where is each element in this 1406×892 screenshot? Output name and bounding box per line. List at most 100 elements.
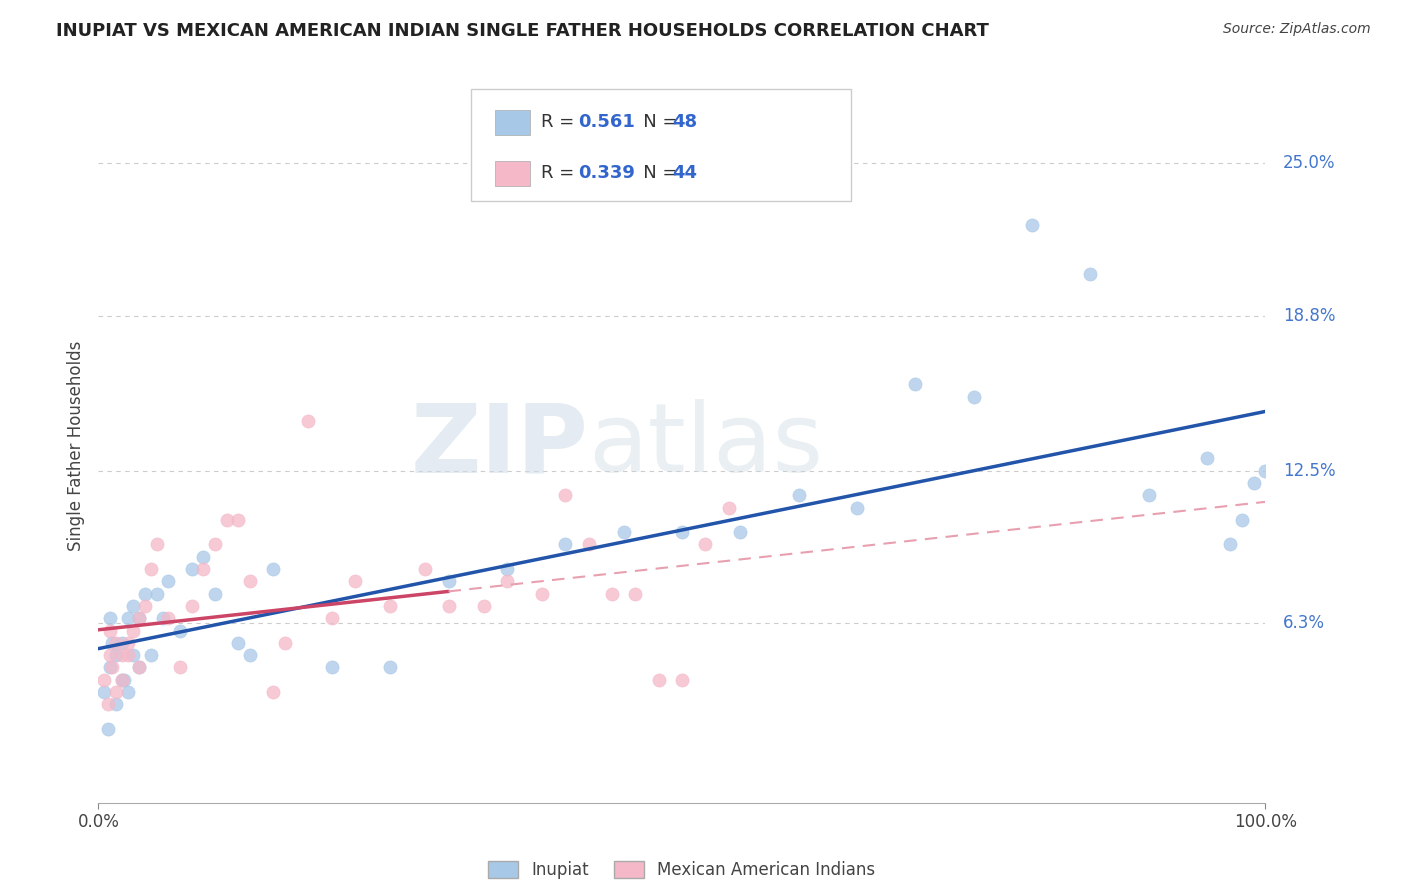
Point xyxy=(787,488,810,502)
Text: 0.561: 0.561 xyxy=(578,113,634,131)
Point xyxy=(101,660,124,674)
Point xyxy=(1243,475,1265,490)
Point xyxy=(134,587,156,601)
Point xyxy=(193,549,215,564)
Text: R =: R = xyxy=(541,164,581,182)
Point xyxy=(297,414,319,428)
Text: atlas: atlas xyxy=(589,400,824,492)
Point xyxy=(157,611,180,625)
Point xyxy=(104,636,127,650)
Text: 18.8%: 18.8% xyxy=(1282,307,1336,325)
Point xyxy=(215,513,238,527)
Text: 12.5%: 12.5% xyxy=(1282,461,1336,480)
Point xyxy=(437,574,460,589)
Point xyxy=(157,574,180,589)
Point xyxy=(169,660,191,674)
Point xyxy=(612,525,634,540)
Point xyxy=(104,648,127,662)
Point xyxy=(111,648,134,662)
Point xyxy=(104,685,127,699)
Point xyxy=(962,390,984,404)
Point xyxy=(139,562,162,576)
Point xyxy=(1254,464,1277,478)
Point xyxy=(117,685,139,699)
Text: INUPIAT VS MEXICAN AMERICAN INDIAN SINGLE FATHER HOUSEHOLDS CORRELATION CHART: INUPIAT VS MEXICAN AMERICAN INDIAN SINGL… xyxy=(56,22,988,40)
Point xyxy=(1197,451,1219,466)
Point xyxy=(228,636,250,650)
Point xyxy=(695,537,717,551)
Point xyxy=(117,636,139,650)
Point xyxy=(1080,267,1102,281)
Point xyxy=(98,660,121,674)
Point xyxy=(180,599,202,613)
Point xyxy=(321,611,343,625)
Text: 0.339: 0.339 xyxy=(578,164,634,182)
Point xyxy=(139,648,162,662)
Point xyxy=(437,599,460,613)
Point xyxy=(93,685,115,699)
Point xyxy=(472,599,495,613)
Point xyxy=(204,537,226,551)
Point xyxy=(239,648,262,662)
Point xyxy=(111,673,134,687)
Point xyxy=(647,673,669,687)
Point xyxy=(101,636,124,650)
Point xyxy=(122,624,145,638)
Text: 25.0%: 25.0% xyxy=(1282,154,1336,172)
Point xyxy=(169,624,191,638)
Point xyxy=(128,611,150,625)
Y-axis label: Single Father Households: Single Father Households xyxy=(66,341,84,551)
Point xyxy=(146,587,169,601)
Text: 48: 48 xyxy=(672,113,697,131)
Point xyxy=(671,673,693,687)
Point xyxy=(134,599,156,613)
Point xyxy=(98,624,121,638)
Point xyxy=(97,698,120,712)
Point xyxy=(600,587,623,601)
Point xyxy=(146,537,169,551)
Point xyxy=(717,500,740,515)
Point xyxy=(380,599,402,613)
Point xyxy=(1219,537,1241,551)
Point xyxy=(262,685,284,699)
Point xyxy=(193,562,215,576)
Point xyxy=(1230,513,1253,527)
Point xyxy=(122,648,145,662)
Point xyxy=(117,648,139,662)
Point xyxy=(152,611,174,625)
Point xyxy=(262,562,284,576)
Point xyxy=(380,660,402,674)
Point xyxy=(122,599,145,613)
Point xyxy=(128,660,150,674)
Point xyxy=(93,673,115,687)
Point xyxy=(228,513,250,527)
Point xyxy=(204,587,226,601)
Point xyxy=(98,611,121,625)
Point xyxy=(98,648,121,662)
Point xyxy=(413,562,436,576)
Point xyxy=(730,525,752,540)
Text: R =: R = xyxy=(541,113,581,131)
Point xyxy=(554,537,576,551)
Point xyxy=(128,660,150,674)
Text: Source: ZipAtlas.com: Source: ZipAtlas.com xyxy=(1223,22,1371,37)
Point xyxy=(104,698,127,712)
Point xyxy=(180,562,202,576)
Point xyxy=(554,488,576,502)
Point xyxy=(578,537,600,551)
Point xyxy=(344,574,367,589)
Point xyxy=(112,673,135,687)
Point xyxy=(904,377,927,392)
Legend: Inupiat, Mexican American Indians: Inupiat, Mexican American Indians xyxy=(479,853,884,888)
Point xyxy=(128,611,150,625)
Text: 6.3%: 6.3% xyxy=(1282,615,1324,632)
Point xyxy=(97,722,120,736)
Point xyxy=(117,611,139,625)
Text: N =: N = xyxy=(626,113,683,131)
Text: 44: 44 xyxy=(672,164,697,182)
Point xyxy=(846,500,869,515)
Text: N =: N = xyxy=(626,164,683,182)
Point xyxy=(321,660,343,674)
Point xyxy=(624,587,647,601)
Text: ZIP: ZIP xyxy=(411,400,589,492)
